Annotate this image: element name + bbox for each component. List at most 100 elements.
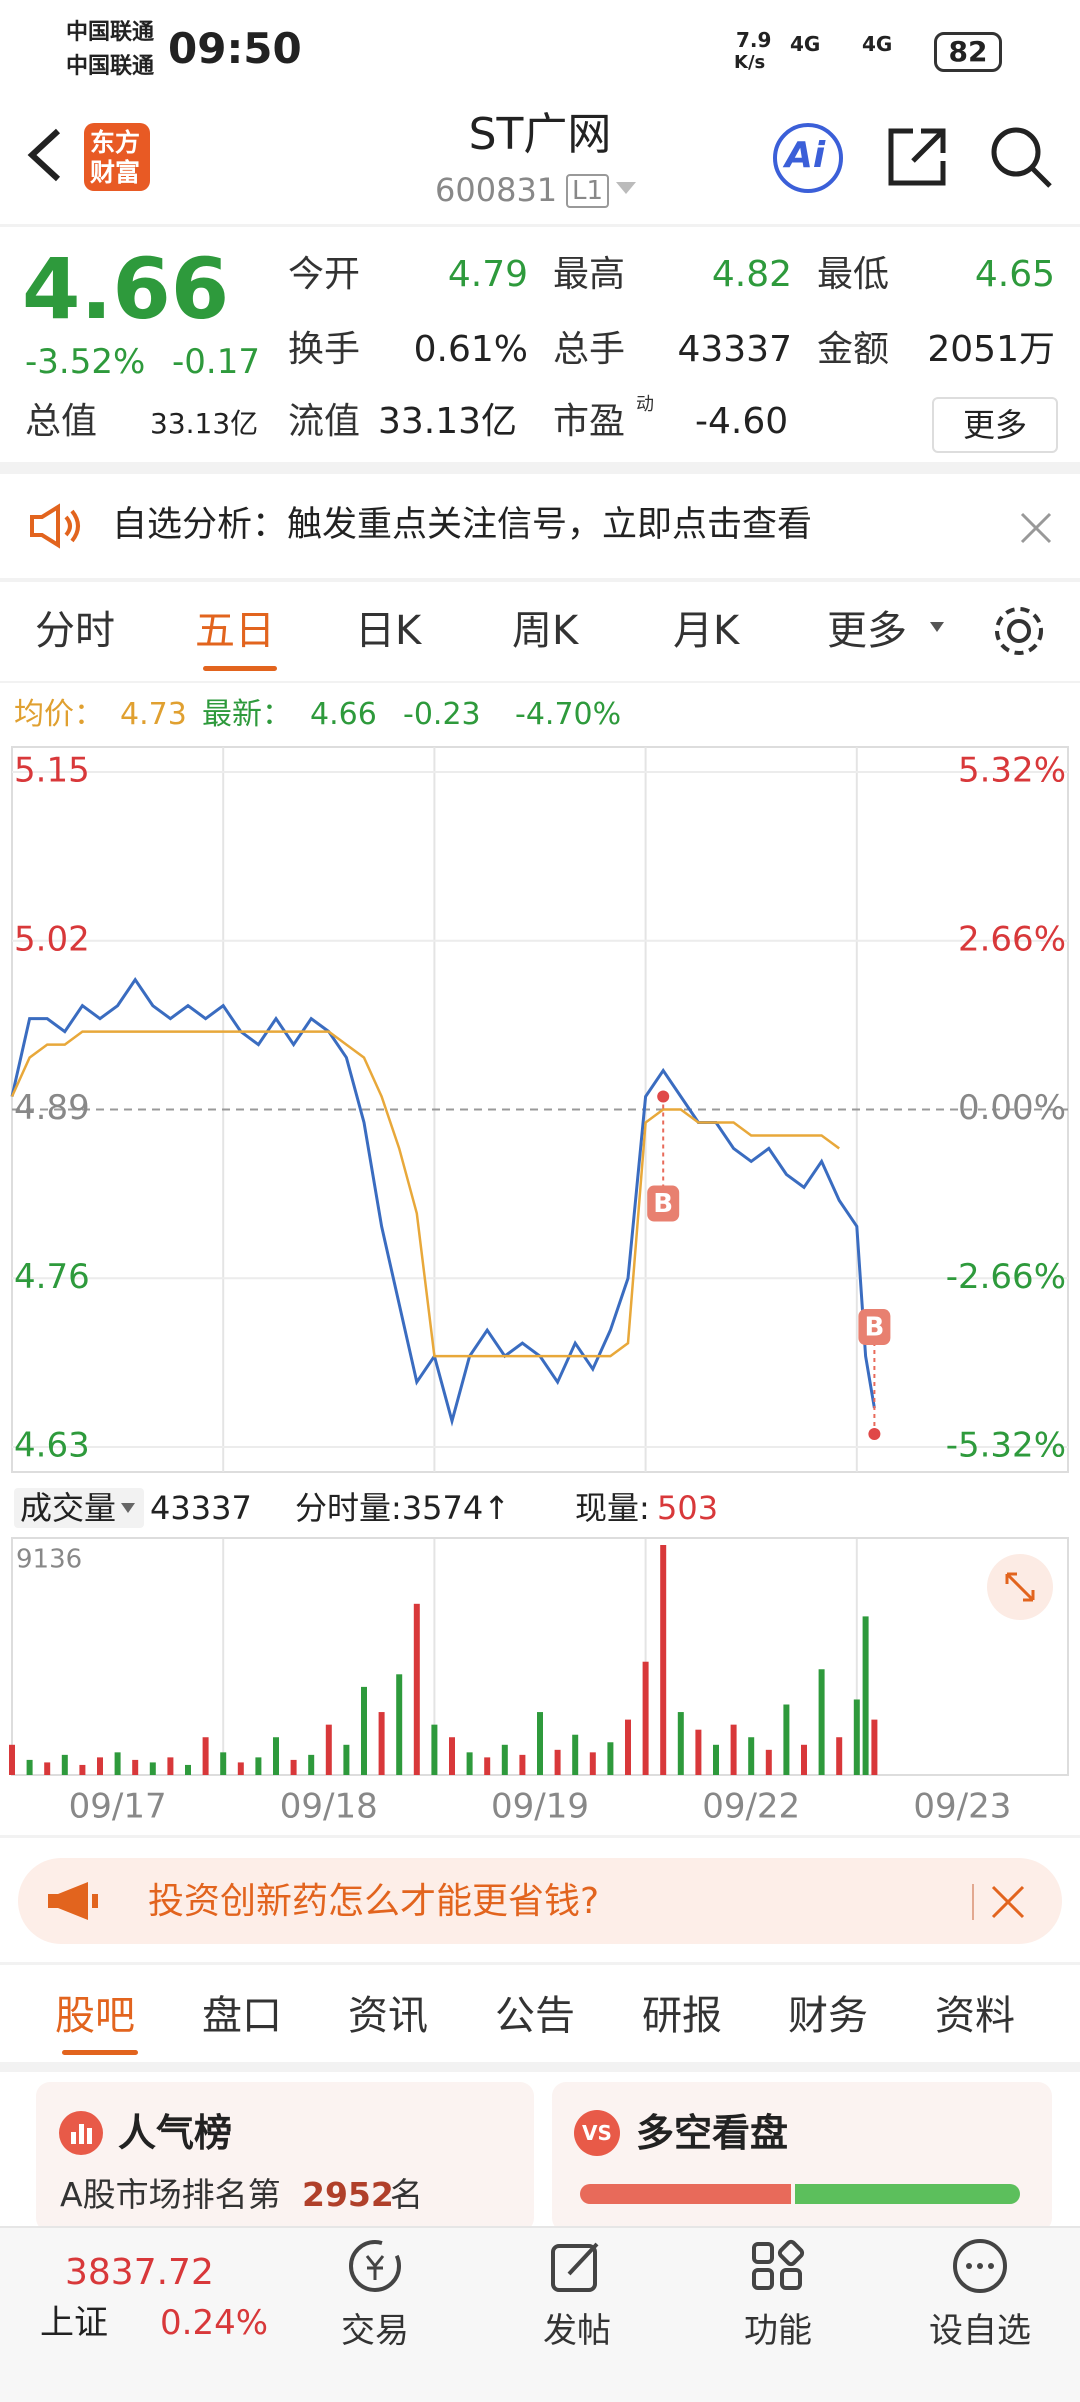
y2-tick-label: 5.32% bbox=[958, 751, 1066, 791]
bull-bear-card[interactable] bbox=[552, 2082, 1052, 2232]
quote-value: 0.61% bbox=[413, 329, 528, 370]
volume-bar bbox=[61, 1754, 68, 1775]
y-tick-label: 4.63 bbox=[14, 1426, 90, 1466]
volume-bar bbox=[853, 1699, 860, 1775]
close-button[interactable] bbox=[1018, 510, 1054, 546]
tab[interactable]: 月K bbox=[673, 608, 740, 654]
nav-label[interactable]: 发帖 bbox=[543, 2311, 611, 2351]
tab[interactable]: 五日 bbox=[195, 608, 275, 654]
ai-button[interactable] bbox=[770, 120, 846, 196]
volume-select[interactable] bbox=[14, 1488, 144, 1528]
tab[interactable]: 分时 bbox=[35, 608, 115, 654]
nav-icon[interactable] bbox=[950, 2236, 1010, 2296]
share-button[interactable] bbox=[885, 125, 950, 190]
volume-bar bbox=[396, 1674, 403, 1775]
close-button[interactable] bbox=[990, 1884, 1026, 1920]
tab[interactable]: 资料 bbox=[935, 1993, 1015, 2039]
volume-bar bbox=[730, 1724, 737, 1775]
card-title: 人气榜 bbox=[118, 2111, 233, 2155]
more-button[interactable]: 更多 bbox=[932, 397, 1058, 453]
divider bbox=[0, 578, 1080, 582]
nav-icon[interactable] bbox=[547, 2236, 607, 2296]
ad-banner[interactable] bbox=[18, 1858, 1062, 1944]
clock: 09:50 bbox=[168, 24, 302, 73]
expand-button[interactable] bbox=[985, 1552, 1055, 1622]
x-tick-label: 09/23 bbox=[913, 1787, 1011, 1827]
quote-value: 43337 bbox=[677, 329, 792, 370]
settings-button[interactable] bbox=[990, 602, 1048, 660]
index-value[interactable]: 3837.72 bbox=[65, 2252, 214, 2293]
search-button[interactable] bbox=[988, 124, 1054, 190]
y2-tick-label: -5.32% bbox=[946, 1426, 1066, 1466]
volume-bar bbox=[572, 1734, 579, 1775]
volume-bar bbox=[237, 1762, 244, 1775]
volume-bar bbox=[325, 1724, 332, 1775]
rank-card[interactable] bbox=[36, 2082, 534, 2232]
nav-icon[interactable] bbox=[748, 2236, 808, 2296]
volume-bar bbox=[167, 1757, 174, 1775]
volume-bar bbox=[361, 1686, 367, 1775]
quote-label: 总值 bbox=[25, 401, 98, 442]
now-label: 现量: bbox=[575, 1489, 650, 1527]
volume-bar bbox=[625, 1719, 631, 1775]
index-name[interactable]: 上证 bbox=[40, 2303, 108, 2343]
ai-label[interactable]: Ai bbox=[785, 135, 826, 176]
x-tick-label: 09/18 bbox=[280, 1787, 378, 1827]
stock-title: ST广网 bbox=[468, 109, 612, 160]
nav-label[interactable]: 交易 bbox=[341, 2311, 409, 2351]
y-tick-label: 5.02 bbox=[14, 919, 90, 959]
volume-bar bbox=[290, 1759, 297, 1775]
quote-label: 换手 bbox=[288, 329, 361, 370]
quote-label: 流值 bbox=[288, 401, 361, 442]
ad-text[interactable]: 投资创新药怎么才能更省钱? bbox=[148, 1881, 600, 1922]
stock-code: 600831 bbox=[435, 171, 558, 209]
tab-indicator bbox=[62, 2050, 138, 2055]
notice-text[interactable]: 自选分析：触发重点关注信号，立即点击查看 bbox=[112, 505, 813, 545]
carrier: 中国联通 bbox=[66, 54, 155, 79]
tab[interactable]: 研报 bbox=[642, 1993, 722, 2039]
index-pct[interactable]: 0.24% bbox=[160, 2303, 269, 2343]
logo-text: 东方 bbox=[90, 128, 141, 157]
tab[interactable]: 资讯 bbox=[348, 1993, 428, 2039]
y-tick-label: 4.89 bbox=[14, 1088, 90, 1128]
marker-dot bbox=[657, 1090, 670, 1103]
volume-bar bbox=[220, 1752, 227, 1775]
nav-label[interactable]: 设自选 bbox=[929, 2311, 1031, 2351]
tab[interactable]: 盘口 bbox=[202, 1993, 282, 2039]
megaphone-icon bbox=[48, 1882, 98, 1920]
tab[interactable]: 公告 bbox=[495, 1993, 575, 2039]
tab[interactable]: 更多 bbox=[827, 608, 907, 654]
dropdown[interactable] bbox=[614, 180, 638, 196]
volume-bar bbox=[607, 1742, 614, 1775]
volume-bar bbox=[97, 1757, 103, 1775]
back-button[interactable] bbox=[20, 125, 70, 185]
volume-bar bbox=[660, 1545, 667, 1775]
rank-text: 名 bbox=[390, 2175, 423, 2214]
volume-bar bbox=[871, 1719, 878, 1775]
volume-bar bbox=[783, 1704, 790, 1775]
volume-bar bbox=[765, 1749, 772, 1775]
x-tick-label: 09/22 bbox=[702, 1787, 800, 1827]
marker-dot bbox=[868, 1428, 881, 1441]
divider bbox=[0, 681, 1080, 683]
net-type: 4G bbox=[862, 32, 893, 56]
rank-icon bbox=[59, 2111, 103, 2155]
nav-icon[interactable] bbox=[345, 2236, 405, 2296]
tab[interactable]: 日K bbox=[355, 608, 422, 654]
avg-value: 4.73 bbox=[120, 697, 187, 732]
net-speed-unit: K/s bbox=[734, 52, 766, 73]
volume-bar bbox=[413, 1603, 420, 1775]
volume-select-label[interactable]: 成交量 bbox=[20, 1489, 117, 1527]
tab[interactable]: 股吧 bbox=[55, 1993, 135, 2039]
quote-value: 33.13亿 bbox=[150, 407, 259, 440]
tab[interactable]: 财务 bbox=[788, 1993, 868, 2039]
volume-bar bbox=[343, 1744, 350, 1775]
dropdown[interactable] bbox=[120, 1502, 136, 1514]
volume-bar bbox=[695, 1729, 702, 1775]
dropdown[interactable] bbox=[930, 622, 944, 632]
volume-bar bbox=[862, 1616, 869, 1775]
tab[interactable]: 周K bbox=[512, 608, 579, 654]
nav-label[interactable]: 功能 bbox=[744, 2311, 812, 2351]
logo-text: 财富 bbox=[90, 158, 141, 187]
